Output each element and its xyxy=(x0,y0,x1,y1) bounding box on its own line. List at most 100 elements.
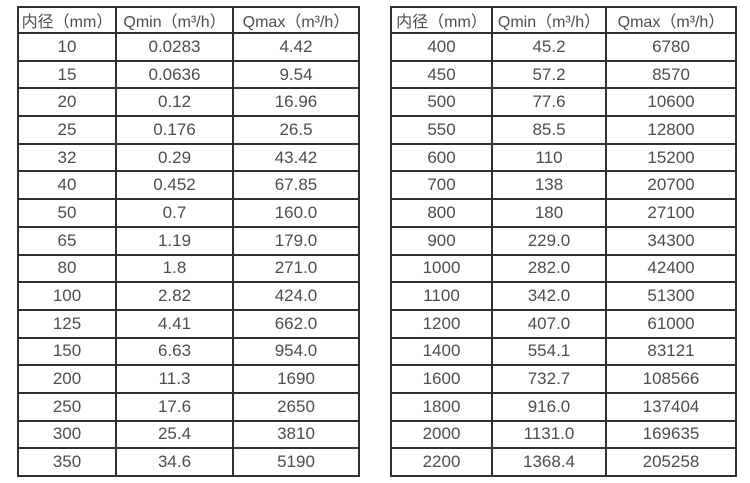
cell-inner-diameter: 20 xyxy=(17,87,117,118)
table-row: 350 34.6 5190 xyxy=(17,447,360,477)
header-row: 内径（mm） Qmin（m³/h） Qmax（m³/h） xyxy=(390,6,737,34)
cell-qmax: 1690 xyxy=(232,364,360,394)
cell-qmax: 9.54 xyxy=(232,59,360,90)
table-row: 700 138 20700 xyxy=(390,170,737,201)
table-row: 1600 732.7 108566 xyxy=(390,364,737,394)
header-inner-diameter: 内径（mm） xyxy=(390,6,493,34)
cell-qmin: 77.6 xyxy=(491,87,607,118)
cell-qmax: 26.5 xyxy=(232,115,360,145)
table-row: 40 0.452 67.85 xyxy=(17,170,360,201)
cell-inner-diameter: 32 xyxy=(17,142,117,173)
cell-qmax: 15200 xyxy=(605,142,737,173)
cell-qmin: 180 xyxy=(491,198,607,228)
header-qmin: Qmin（m³/h） xyxy=(491,6,607,34)
cell-inner-diameter: 125 xyxy=(17,308,117,339)
cell-qmin: 1368.4 xyxy=(491,447,607,477)
cell-qmax: 108566 xyxy=(605,364,737,394)
cell-qmin: 6.63 xyxy=(115,336,234,367)
table-row: 1000 282.0 42400 xyxy=(390,253,737,284)
table-body: 10 0.0283 4.42 15 0.0636 9.54 20 0.12 16.96 25 0.1… xyxy=(17,32,360,477)
table-row: 15 0.0636 9.54 xyxy=(17,59,360,90)
cell-inner-diameter: 900 xyxy=(390,225,493,256)
cell-inner-diameter: 25 xyxy=(17,115,117,145)
table-row: 300 25.4 3810 xyxy=(17,419,360,450)
cell-qmin: 0.452 xyxy=(115,170,234,201)
cell-qmin: 1131.0 xyxy=(491,419,607,450)
cell-inner-diameter: 300 xyxy=(17,419,117,450)
header-row: 内径（mm） Qmin（m³/h） Qmax（m³/h） xyxy=(17,6,360,34)
cell-qmin: 342.0 xyxy=(491,281,607,311)
cell-inner-diameter: 50 xyxy=(17,198,117,228)
cell-qmin: 229.0 xyxy=(491,225,607,256)
cell-qmax: 271.0 xyxy=(232,253,360,284)
cell-inner-diameter: 2200 xyxy=(390,447,493,477)
flow-rate-table-large-diameters: 内径（mm） Qmin（m³/h） Qmax（m³/h） 400 45.2 6780… xyxy=(390,6,737,477)
cell-qmax: 160.0 xyxy=(232,198,360,228)
table-row: 1400 554.1 83121 xyxy=(390,336,737,367)
table-row: 65 1.19 179.0 xyxy=(17,225,360,256)
cell-qmax: 43.42 xyxy=(232,142,360,173)
cell-qmin: 1.19 xyxy=(115,225,234,256)
cell-qmax: 179.0 xyxy=(232,225,360,256)
cell-inner-diameter: 15 xyxy=(17,59,117,90)
cell-qmax: 954.0 xyxy=(232,336,360,367)
header-qmax: Qmax（m³/h） xyxy=(232,6,360,34)
table-row: 1200 407.0 61000 xyxy=(390,308,737,339)
cell-qmax: 169635 xyxy=(605,419,737,450)
cell-qmin: 138 xyxy=(491,170,607,201)
cell-qmin: 0.176 xyxy=(115,115,234,145)
table-row: 2000 1131.0 169635 xyxy=(390,419,737,450)
cell-qmax: 8570 xyxy=(605,59,737,90)
table-row: 400 45.2 6780 xyxy=(390,32,737,62)
cell-inner-diameter: 800 xyxy=(390,198,493,228)
cell-inner-diameter: 600 xyxy=(390,142,493,173)
cell-qmin: 0.7 xyxy=(115,198,234,228)
cell-qmax: 67.85 xyxy=(232,170,360,201)
cell-inner-diameter: 1800 xyxy=(390,391,493,422)
cell-inner-diameter: 250 xyxy=(17,391,117,422)
table-row: 25 0.176 26.5 xyxy=(17,115,360,145)
cell-qmin: 85.5 xyxy=(491,115,607,145)
table-row: 125 4.41 662.0 xyxy=(17,308,360,339)
cell-qmin: 0.0636 xyxy=(115,59,234,90)
cell-inner-diameter: 200 xyxy=(17,364,117,394)
cell-qmin: 0.29 xyxy=(115,142,234,173)
cell-qmax: 10600 xyxy=(605,87,737,118)
cell-inner-diameter: 100 xyxy=(17,281,117,311)
table-row: 800 180 27100 xyxy=(390,198,737,228)
cell-qmin: 57.2 xyxy=(491,59,607,90)
cell-qmin: 25.4 xyxy=(115,419,234,450)
cell-inner-diameter: 1100 xyxy=(390,281,493,311)
cell-inner-diameter: 2000 xyxy=(390,419,493,450)
cell-qmax: 61000 xyxy=(605,308,737,339)
table-row: 80 1.8 271.0 xyxy=(17,253,360,284)
cell-inner-diameter: 40 xyxy=(17,170,117,201)
table-body: 400 45.2 6780 450 57.2 8570 500 77.6 10600 550 85.… xyxy=(390,32,737,477)
cell-qmax: 34300 xyxy=(605,225,737,256)
cell-qmax: 424.0 xyxy=(232,281,360,311)
cell-qmax: 4.42 xyxy=(232,32,360,62)
table-row: 900 229.0 34300 xyxy=(390,225,737,256)
cell-qmax: 137404 xyxy=(605,391,737,422)
table-row: 1800 916.0 137404 xyxy=(390,391,737,422)
cell-inner-diameter: 1000 xyxy=(390,253,493,284)
cell-qmax: 27100 xyxy=(605,198,737,228)
table-row: 2200 1368.4 205258 xyxy=(390,447,737,477)
flow-rate-table-small-diameters: 内径（mm） Qmin（m³/h） Qmax（m³/h） 10 0.0283 4.4… xyxy=(17,6,360,477)
cell-qmax: 6780 xyxy=(605,32,737,62)
cell-qmin: 4.41 xyxy=(115,308,234,339)
header-qmin: Qmin（m³/h） xyxy=(115,6,234,34)
cell-qmax: 2650 xyxy=(232,391,360,422)
table-row: 150 6.63 954.0 xyxy=(17,336,360,367)
cell-inner-diameter: 400 xyxy=(390,32,493,62)
cell-qmax: 205258 xyxy=(605,447,737,477)
cell-inner-diameter: 80 xyxy=(17,253,117,284)
cell-qmax: 42400 xyxy=(605,253,737,284)
header-qmax: Qmax（m³/h） xyxy=(605,6,737,34)
cell-qmin: 2.82 xyxy=(115,281,234,311)
table-row: 250 17.6 2650 xyxy=(17,391,360,422)
table-row: 1100 342.0 51300 xyxy=(390,281,737,311)
cell-inner-diameter: 450 xyxy=(390,59,493,90)
cell-qmin: 1.8 xyxy=(115,253,234,284)
cell-qmax: 83121 xyxy=(605,336,737,367)
